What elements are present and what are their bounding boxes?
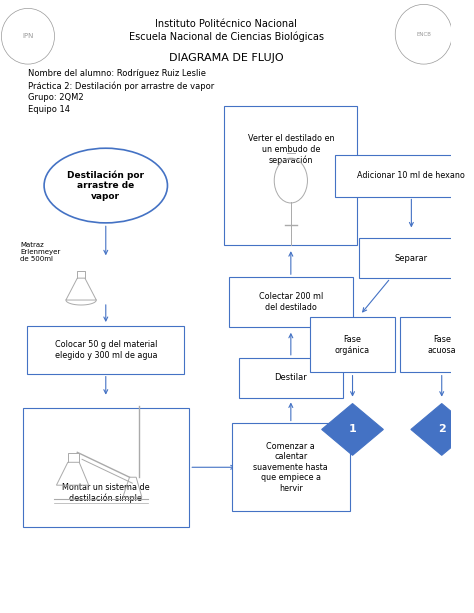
Text: Destilar: Destilar — [274, 373, 307, 382]
Text: Destilación por
arrastre de
vapor: Destilación por arrastre de vapor — [67, 170, 144, 200]
Text: Colectar 200 ml
del destilado: Colectar 200 ml del destilado — [259, 292, 323, 312]
Text: Separar: Separar — [395, 254, 428, 263]
Text: Comenzar a
calentar
suavemente hasta
que empiece a
hervir: Comenzar a calentar suavemente hasta que… — [254, 442, 328, 493]
Text: Equipo 14: Equipo 14 — [28, 105, 70, 114]
Text: IPN: IPN — [22, 33, 34, 39]
Bar — [238, 358, 343, 398]
Text: Escuela Nacional de Ciencias Biológicas: Escuela Nacional de Ciencias Biológicas — [129, 31, 324, 42]
Bar — [359, 238, 464, 278]
Bar — [27, 326, 184, 374]
Polygon shape — [322, 403, 383, 455]
Text: 2: 2 — [438, 424, 446, 435]
Text: Matraz
Erlenmeyer
de 500ml: Matraz Erlenmeyer de 500ml — [20, 242, 61, 262]
Text: DIAGRAMA DE FLUJO: DIAGRAMA DE FLUJO — [169, 53, 283, 63]
Text: Adicionar 10 ml de hexano: Adicionar 10 ml de hexano — [357, 171, 465, 180]
Bar — [400, 318, 474, 372]
Text: Colocar 50 g del material
elegido y 300 ml de agua: Colocar 50 g del material elegido y 300 … — [55, 340, 157, 359]
Bar — [229, 277, 353, 327]
Text: ENCB: ENCB — [416, 32, 431, 37]
Text: Grupo: 2QM2: Grupo: 2QM2 — [28, 93, 83, 102]
Polygon shape — [411, 403, 473, 455]
Circle shape — [395, 4, 452, 64]
Text: Práctica 2: Destilación por arrastre de vapor: Práctica 2: Destilación por arrastre de … — [28, 81, 214, 91]
Bar — [310, 318, 395, 372]
Bar — [23, 408, 189, 527]
Text: 1: 1 — [349, 424, 356, 435]
Text: Fase
acuosa: Fase acuosa — [428, 335, 456, 354]
Bar — [224, 106, 357, 245]
Text: Montar un sistema de
destilación simple: Montar un sistema de destilación simple — [62, 432, 150, 503]
Text: Fase
orgánica: Fase orgánica — [335, 335, 370, 354]
Text: Verter el destilado en
un embudo de
separación: Verter el destilado en un embudo de sepa… — [247, 134, 334, 217]
Text: Instituto Politécnico Nacional: Instituto Politécnico Nacional — [155, 19, 297, 29]
Ellipse shape — [44, 148, 167, 223]
Circle shape — [1, 9, 55, 64]
Bar — [336, 154, 474, 197]
Bar — [231, 424, 350, 511]
Text: Nombre del alumno: Rodríguez Ruiz Leslie: Nombre del alumno: Rodríguez Ruiz Leslie — [28, 69, 206, 78]
